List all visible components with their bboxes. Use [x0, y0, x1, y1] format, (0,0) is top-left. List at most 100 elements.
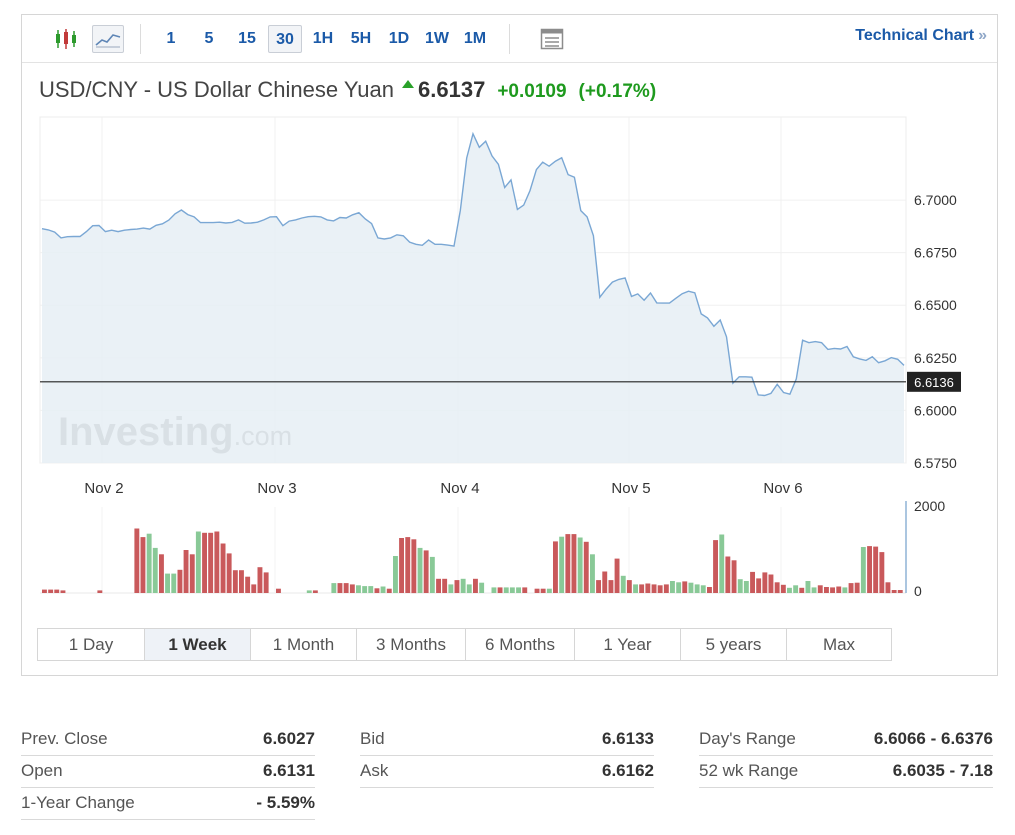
- volume-bar: [134, 528, 140, 593]
- technical-chart-label: Technical Chart: [855, 27, 975, 44]
- range-1-day-tab[interactable]: 1 Day: [38, 629, 145, 660]
- volume-bar: [146, 533, 152, 593]
- y-tick-label: 6.7000: [914, 192, 957, 208]
- volume-bar: [608, 580, 614, 593]
- line-chart-icon[interactable]: [92, 25, 124, 53]
- volume-bar: [312, 590, 318, 593]
- volume-bar: [743, 581, 749, 593]
- volume-bar: [97, 590, 103, 593]
- price-chart[interactable]: Investing.com6.61366.70006.67506.65006.6…: [22, 15, 997, 615]
- volume-bar: [48, 589, 54, 593]
- stat-row: 1-Year Change - 5.59%: [21, 789, 315, 820]
- range-1-week-tab[interactable]: 1 Week: [145, 629, 251, 660]
- x-tick-label: Nov 3: [257, 480, 296, 497]
- price-line: [41, 131, 905, 397]
- volume-bar: [731, 560, 737, 593]
- interval-30-button[interactable]: 30: [268, 25, 302, 53]
- stat-label: Bid: [360, 729, 385, 748]
- volume-bar: [645, 583, 651, 593]
- range-1-month-tab[interactable]: 1 Month: [251, 629, 357, 660]
- interval-5h-button[interactable]: 5H: [350, 30, 372, 47]
- volume-bar: [165, 573, 170, 593]
- volume-bar: [503, 587, 509, 593]
- volume-bar: [614, 558, 620, 593]
- volume-bar: [368, 586, 374, 593]
- volume-bar: [670, 581, 675, 593]
- candlestick-icon[interactable]: [50, 25, 82, 53]
- volume-bar: [423, 550, 429, 593]
- volume-bar: [885, 582, 891, 594]
- volume-bar: [879, 552, 885, 593]
- volume-bar: [442, 578, 448, 593]
- x-tick-label: Nov 2: [84, 480, 123, 497]
- volume-bar: [60, 590, 66, 593]
- stat-value: 6.6027: [263, 729, 315, 748]
- volume-bar: [263, 572, 269, 593]
- volume-bar: [466, 584, 472, 593]
- stat-value: 6.6035 - 7.18: [892, 761, 993, 780]
- volume-bar: [534, 588, 540, 593]
- quote-header: USD/CNY - US Dollar Chinese Yuan 6.6137 +0…: [39, 77, 656, 107]
- interval-1w-button[interactable]: 1W: [425, 30, 449, 47]
- stat-row: Day's Range 6.6066 - 6.6376: [699, 725, 993, 756]
- table-view-icon[interactable]: [536, 25, 568, 53]
- volume-bar: [768, 574, 774, 593]
- volume-bar: [448, 584, 454, 593]
- volume-bar: [553, 541, 558, 593]
- interval-1d-button[interactable]: 1D: [388, 30, 410, 47]
- volume-bar: [799, 587, 805, 593]
- y-tick-label: 6.6750: [914, 245, 957, 261]
- volume-bar: [152, 547, 158, 593]
- volume-bar: [208, 532, 214, 593]
- volume-bar: [177, 569, 183, 593]
- volume-bar: [460, 578, 466, 593]
- range-6-months-tab[interactable]: 6 Months: [466, 629, 575, 660]
- volume-bar: [620, 575, 626, 593]
- volume-bar: [867, 546, 872, 593]
- toolbar-separator: [509, 24, 510, 54]
- interval-15-button[interactable]: 15: [238, 30, 256, 47]
- volume-bar: [195, 531, 201, 593]
- volume-bar: [411, 539, 417, 594]
- stat-row: Bid 6.6133: [360, 725, 654, 756]
- technical-chart-link[interactable]: Technical Chart»: [855, 27, 987, 45]
- range-1-year-tab[interactable]: 1 Year: [575, 629, 681, 660]
- volume-bar: [639, 584, 645, 593]
- volume-bar: [577, 537, 583, 593]
- volume-bar: [140, 537, 146, 593]
- interval-1-button[interactable]: 1: [166, 30, 176, 47]
- toolbar-separator: [140, 24, 141, 54]
- stat-row: Prev. Close 6.6027: [21, 725, 315, 756]
- range-3-months-tab[interactable]: 3 Months: [357, 629, 466, 660]
- volume-bar: [676, 582, 682, 594]
- volume-bar: [516, 587, 521, 593]
- volume-bar: [824, 587, 829, 593]
- interval-1h-button[interactable]: 1H: [312, 30, 334, 47]
- volume-bar: [251, 584, 257, 593]
- stat-label: Ask: [360, 761, 389, 780]
- y-tick-label: 6.6000: [914, 402, 957, 418]
- time-range-selector: 1 Day 1 Week 1 Month 3 Months 6 Months 1 Year…: [37, 628, 892, 661]
- interval-5-button[interactable]: 5: [204, 30, 214, 47]
- y-tick-label: 6.6250: [914, 350, 957, 366]
- volume-tick-label: 2000: [914, 498, 945, 514]
- volume-bar: [688, 582, 694, 593]
- volume-bar: [522, 587, 528, 593]
- volume-bar: [707, 587, 712, 593]
- interval-1m-button[interactable]: 1M: [463, 30, 487, 47]
- price-area-fill: [42, 133, 904, 464]
- range-max-tab[interactable]: Max: [822, 635, 856, 654]
- volume-bar: [386, 588, 392, 593]
- volume-bar: [713, 540, 718, 593]
- volume-bar: [719, 534, 725, 593]
- chart-panel: 1 5 15 30 1H 5H 1D 1W 1M Technical Chart» USD/CN…: [21, 14, 998, 676]
- range-5-years-tab[interactable]: 5 years: [681, 629, 787, 660]
- volume-bar: [842, 587, 848, 593]
- volume-bar: [700, 585, 706, 593]
- volume-bar: [787, 587, 792, 593]
- volume-bar: [762, 572, 768, 593]
- volume-bar: [214, 531, 220, 593]
- volume-bar: [42, 589, 47, 593]
- arrow-up-icon: [402, 80, 415, 88]
- volume-bar: [276, 588, 281, 593]
